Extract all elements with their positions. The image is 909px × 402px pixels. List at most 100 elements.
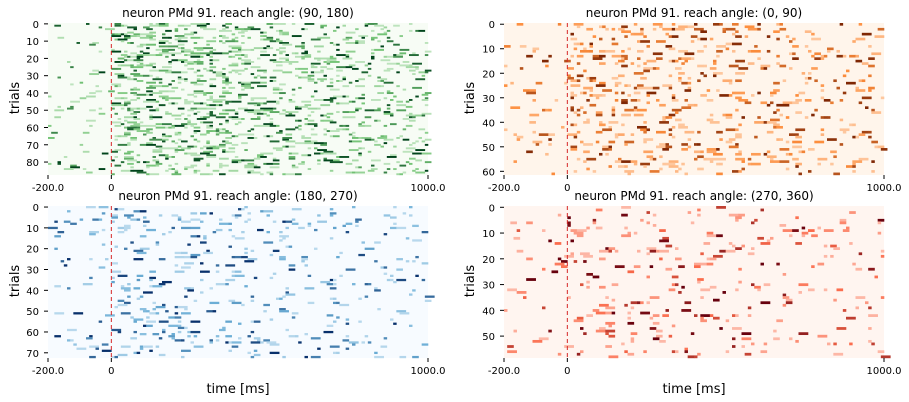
spike-cell	[215, 128, 220, 131]
spike-cell	[405, 105, 413, 108]
spike-cell	[130, 169, 134, 172]
spike-cell	[542, 108, 546, 112]
spike-cell	[51, 131, 58, 134]
spike-cell	[814, 140, 825, 144]
spike-cell	[336, 43, 340, 46]
spike-cell	[307, 222, 312, 225]
spike-cell	[291, 312, 299, 315]
spike-cell	[678, 76, 682, 80]
spike-cell	[168, 102, 172, 105]
spike-cell	[599, 249, 609, 253]
spike-cell	[276, 149, 283, 152]
spike-cell	[143, 224, 147, 228]
spike-cell	[694, 355, 698, 359]
spike-cell	[757, 91, 761, 95]
spike-cell	[532, 49, 536, 53]
spike-cell	[880, 254, 885, 258]
spike-cell	[323, 330, 334, 334]
spike-cell	[599, 49, 606, 53]
spike-cell	[396, 226, 407, 230]
spike-cell	[608, 249, 612, 253]
spike-cell	[279, 297, 283, 300]
spike-cell	[193, 130, 201, 133]
spike-cell	[345, 335, 350, 338]
spike-cell	[174, 102, 179, 105]
spike-cell	[668, 113, 676, 117]
spike-cell	[583, 111, 587, 114]
spike-cell	[665, 267, 673, 271]
spike-cell	[684, 52, 695, 56]
spike-cell	[124, 33, 128, 36]
spike-cell	[203, 102, 207, 105]
spike-cell	[193, 42, 198, 44]
spike-cell	[279, 61, 283, 63]
spike-cell	[868, 339, 872, 343]
spike-cell	[694, 262, 701, 266]
spike-cell	[158, 283, 166, 286]
spike-cell	[646, 59, 657, 63]
spike-cell	[136, 45, 141, 48]
spike-cell	[396, 278, 407, 282]
spike-cell	[329, 78, 334, 81]
spike-cell	[415, 67, 419, 70]
spike-cell	[722, 27, 726, 31]
spike-cell	[187, 152, 198, 155]
spike-cell	[849, 211, 856, 214]
spike-cell	[409, 119, 416, 122]
spike-cell	[700, 262, 707, 266]
y-tick-label: 10	[482, 229, 495, 240]
spike-cell	[323, 133, 327, 136]
spike-cell	[409, 54, 419, 57]
panel-title: neuron PMd 91. reach angle: (180, 270)	[118, 189, 357, 203]
spike-cell	[678, 49, 688, 53]
spike-cell	[209, 59, 213, 62]
spike-cell	[554, 99, 559, 102]
spike-cell	[158, 104, 163, 107]
spike-cell	[751, 94, 755, 97]
spike-cell	[247, 212, 251, 215]
spike-cell	[260, 173, 264, 176]
spike-cell	[576, 54, 584, 58]
spike-cell	[713, 152, 723, 156]
spike-cell	[633, 162, 638, 166]
spike-cell	[839, 23, 844, 26]
spike-cell	[516, 249, 524, 253]
spike-cell	[291, 35, 302, 38]
spike-cell	[222, 326, 226, 330]
spike-cell	[725, 42, 733, 46]
spike-cell	[744, 35, 749, 38]
spike-cell	[342, 85, 350, 88]
y-tick-label: 30	[482, 94, 495, 105]
spike-cell	[219, 35, 223, 38]
spike-cell	[364, 138, 372, 141]
spike-cell	[298, 119, 302, 122]
spike-cell	[158, 52, 163, 55]
spike-cell	[371, 164, 375, 167]
spike-cell	[675, 111, 679, 114]
spike-cell	[637, 301, 641, 305]
spike-cell	[526, 91, 536, 95]
spike-cell	[659, 257, 663, 261]
spike-cell	[285, 291, 289, 294]
spike-cell	[184, 308, 188, 311]
spike-cell	[206, 107, 217, 110]
spike-cell	[852, 170, 856, 173]
spike-cell	[234, 274, 245, 277]
spike-cell	[114, 97, 122, 100]
spike-cell	[206, 130, 213, 133]
spike-cell	[247, 218, 251, 221]
spike-cell	[133, 28, 137, 31]
spike-cell	[241, 48, 251, 51]
spike-cell	[174, 150, 179, 153]
spike-cell	[124, 126, 128, 129]
spike-cell	[307, 114, 312, 117]
spike-cell	[241, 230, 245, 234]
spike-cell	[747, 49, 752, 53]
spike-cell	[735, 288, 739, 292]
y-tick-label: 50	[26, 106, 39, 117]
spike-cell	[526, 54, 533, 58]
spike-cell	[329, 81, 334, 84]
spike-cell	[352, 137, 359, 139]
spike-cell	[690, 221, 695, 225]
